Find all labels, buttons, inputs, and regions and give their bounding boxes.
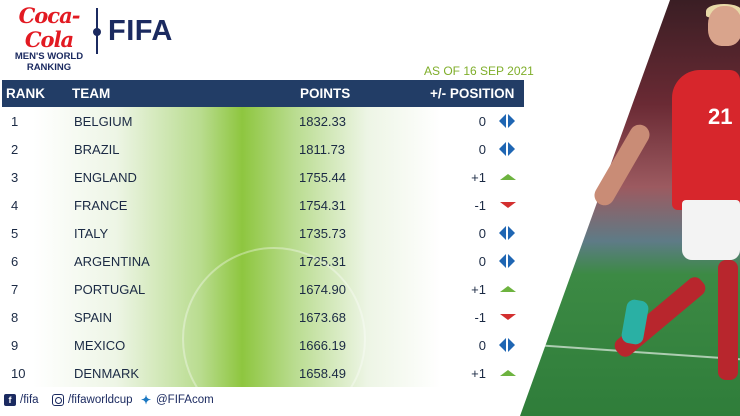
- position-change-cell: +1: [471, 170, 486, 185]
- column-header-position: +/- POSITION: [430, 86, 515, 101]
- table-row: 1 BELGIUM 1832.33 0: [2, 107, 524, 135]
- triangle-down-icon: [498, 198, 518, 212]
- points-cell: 1832.33: [299, 114, 346, 129]
- player-head: [708, 6, 740, 46]
- twitter-icon: ✦: [140, 393, 152, 407]
- team-cell: BRAZIL: [74, 142, 120, 157]
- points-cell: 1666.19: [299, 338, 346, 353]
- triangle-up-icon: [498, 170, 518, 184]
- instagram-handle: /fifaworldcup: [68, 394, 133, 406]
- team-cell: MEXICO: [74, 338, 126, 353]
- position-change-cell: 0: [478, 226, 486, 241]
- jersey-number: 21: [708, 104, 733, 129]
- points-cell: 1754.31: [299, 198, 346, 213]
- rank-cell: 8: [11, 310, 19, 325]
- as-of-date: AS OF 16 SEP 2021: [424, 64, 534, 78]
- table-row: 7 PORTUGAL 1674.90 +1: [2, 275, 524, 303]
- points-cell: 1674.90: [299, 282, 346, 297]
- facebook-icon: f: [4, 394, 16, 406]
- points-cell: 1725.31: [299, 254, 346, 269]
- player-jersey: [672, 70, 740, 210]
- team-cell: DENMARK: [74, 366, 140, 381]
- twitter-handle: @FIFAcom: [156, 394, 214, 406]
- table-body: 1 BELGIUM 1832.33 0 2 BRAZIL 1811.73 0 3…: [2, 107, 524, 416]
- left-right-arrows-icon: [498, 254, 518, 268]
- pitch-line: [540, 344, 740, 362]
- table-row: 2 BRAZIL 1811.73 0: [2, 135, 524, 163]
- points-cell: 1658.49: [299, 366, 346, 381]
- points-cell: 1811.73: [299, 142, 346, 157]
- column-header-team: TEAM: [72, 86, 111, 101]
- team-cell: ARGENTINA: [74, 254, 150, 269]
- table-row: 9 MEXICO 1666.19 0: [2, 331, 524, 359]
- column-header-points: POINTS: [300, 86, 351, 101]
- left-right-arrows-icon: [498, 114, 518, 128]
- table-row: 3 ENGLAND 1755.44 +1: [2, 163, 524, 191]
- left-right-arrows-icon: [498, 338, 518, 352]
- rank-cell: 3: [11, 170, 19, 185]
- left-right-arrows-icon: [498, 142, 518, 156]
- rank-cell: 10: [11, 366, 26, 381]
- rank-cell: 1: [11, 114, 19, 129]
- table-row: 8 SPAIN 1673.68 -1: [2, 303, 524, 331]
- team-cell: FRANCE: [74, 198, 128, 213]
- position-change-cell: 0: [478, 114, 486, 129]
- left-right-arrows-icon: [498, 226, 518, 240]
- rank-cell: 2: [11, 142, 19, 157]
- triangle-down-icon: [498, 310, 518, 324]
- header-divider: [93, 8, 101, 54]
- sponsor-logo: Coca-Cola MEN'S WORLD RANKING: [6, 4, 92, 73]
- twitter-link[interactable]: ✦ @FIFAcom: [140, 394, 214, 406]
- team-cell: ENGLAND: [74, 170, 137, 185]
- triangle-up-icon: [498, 366, 518, 380]
- position-change-cell: 0: [478, 142, 486, 157]
- team-cell: PORTUGAL: [74, 282, 146, 297]
- ranking-table: RANK TEAM POINTS +/- POSITION 1 BELGIUM …: [2, 80, 524, 416]
- points-cell: 1735.73: [299, 226, 346, 241]
- team-cell: ITALY: [74, 226, 109, 241]
- points-cell: 1755.44: [299, 170, 346, 185]
- team-cell: SPAIN: [74, 310, 113, 325]
- points-cell: 1673.68: [299, 310, 346, 325]
- rank-cell: 5: [11, 226, 19, 241]
- triangle-up-icon: [498, 282, 518, 296]
- position-change-cell: 0: [478, 254, 486, 269]
- ranking-title-line2: RANKING: [26, 61, 72, 73]
- facebook-handle: /fifa: [20, 394, 39, 406]
- table-row: 6 ARGENTINA 1725.31 0: [2, 247, 524, 275]
- position-change-cell: 0: [478, 338, 486, 353]
- table-row: 5 ITALY 1735.73 0: [2, 219, 524, 247]
- table-row: 10 DENMARK 1658.49 +1: [2, 359, 524, 387]
- player-leg: [718, 260, 738, 380]
- facebook-link[interactable]: f /fifa: [4, 394, 39, 406]
- position-change-cell: +1: [471, 282, 486, 297]
- rank-cell: 9: [11, 338, 19, 353]
- player-shorts: [682, 200, 740, 260]
- table-header: RANK TEAM POINTS +/- POSITION: [2, 80, 524, 107]
- column-header-rank: RANK: [6, 86, 45, 101]
- position-change-cell: +1: [471, 366, 486, 381]
- instagram-icon: [52, 394, 64, 406]
- rank-cell: 4: [11, 198, 19, 213]
- team-cell: BELGIUM: [74, 114, 133, 129]
- position-change-cell: -1: [474, 198, 486, 213]
- coca-cola-wordmark: Coca-Cola: [18, 3, 81, 52]
- rank-cell: 6: [11, 254, 19, 269]
- fifa-logo: FIFA: [108, 15, 173, 47]
- position-change-cell: -1: [474, 310, 486, 325]
- rank-cell: 7: [11, 282, 19, 297]
- social-footer: f /fifa /fifaworldcup ✦ @FIFAcom: [0, 392, 520, 412]
- instagram-link[interactable]: /fifaworldcup: [52, 394, 133, 406]
- ranking-title-line1: MEN'S WORLD: [14, 51, 84, 62]
- table-row: 4 FRANCE 1754.31 -1: [2, 191, 524, 219]
